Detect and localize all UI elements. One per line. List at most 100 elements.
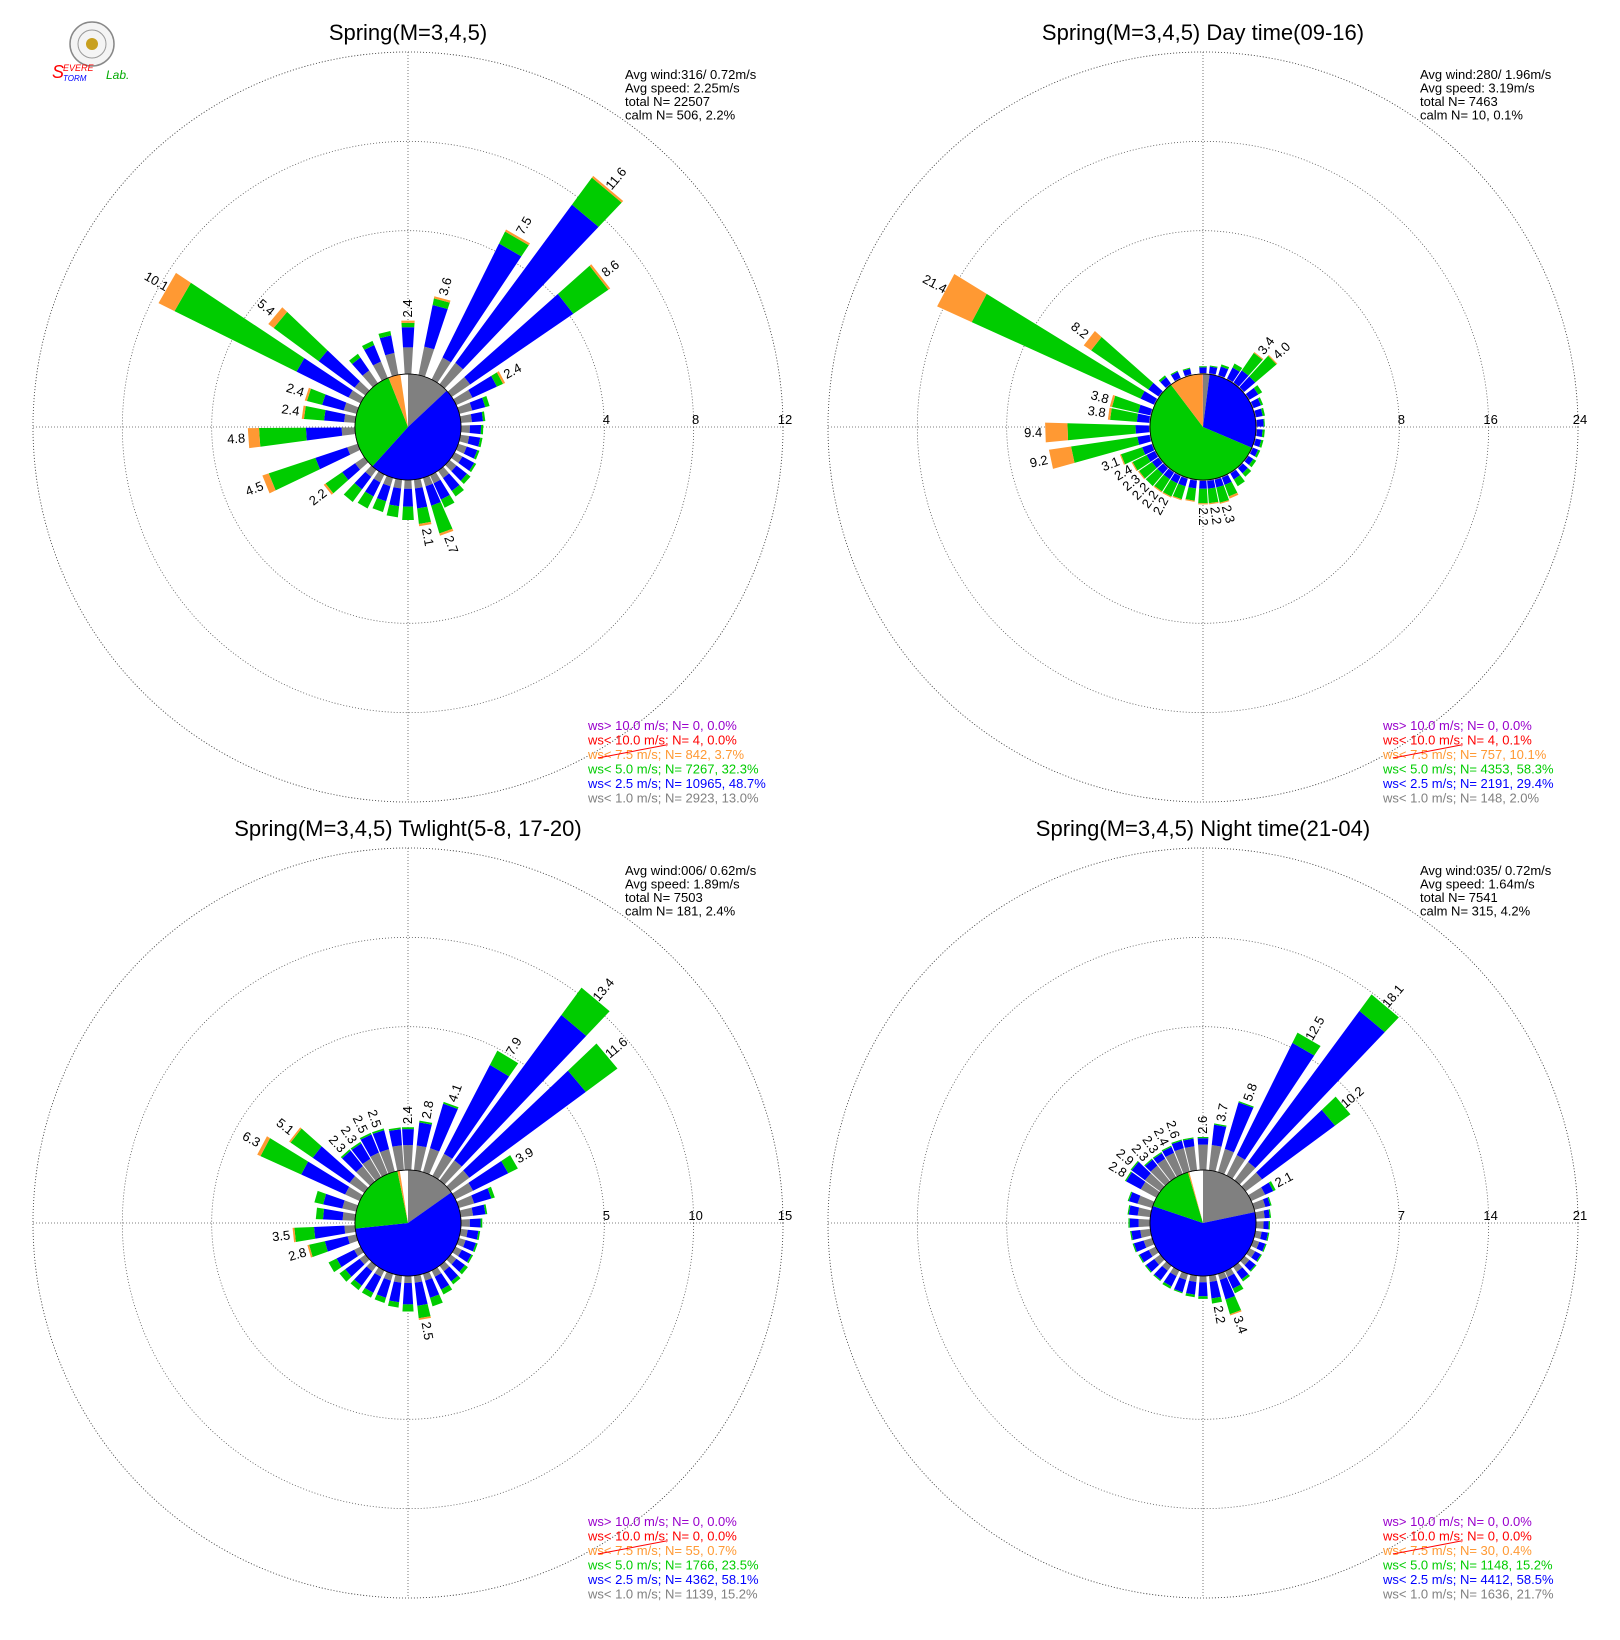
spoke-blue-segment xyxy=(1170,473,1181,484)
spoke-green-segment xyxy=(480,424,484,435)
ring-label: 5 xyxy=(603,1208,610,1223)
spoke-gray-segment xyxy=(403,1145,413,1171)
spoke-green-segment xyxy=(501,1155,518,1174)
spoke-green-segment xyxy=(459,1265,468,1275)
spoke-blue-segment xyxy=(1254,408,1263,418)
range-ring xyxy=(32,51,784,803)
spoke-gray-segment xyxy=(459,414,472,423)
spoke-blue-segment xyxy=(1256,418,1264,427)
spoke-gray-segment xyxy=(459,434,470,444)
spoke-green-segment xyxy=(1173,1289,1183,1294)
calm-pie-outline xyxy=(354,373,462,481)
legend-entry: ws< 7.5 m/s; N= 55, 0.7% xyxy=(587,1543,737,1558)
pie-slice-lt10 xyxy=(1202,374,1203,427)
spoke-blue-segment xyxy=(351,1143,371,1165)
spoke-blue-segment xyxy=(1261,1182,1274,1195)
spoke-blue-segment xyxy=(352,357,370,376)
spoke-label: 3.7 xyxy=(1213,1102,1231,1122)
spoke-blue-segment xyxy=(414,487,428,509)
spoke-blue-segment xyxy=(455,204,599,370)
legend-entry: ws> 10.0 m/s; N= 0, 0.0% xyxy=(587,1514,737,1529)
spoke-green-segment xyxy=(273,311,328,362)
spoke-gray-segment xyxy=(456,1195,475,1209)
spoke-green-segment xyxy=(1145,468,1163,487)
spoke-green-segment xyxy=(1197,1136,1209,1139)
spoke-label: 2.2 xyxy=(306,485,329,508)
spoke-gray-segment xyxy=(1229,468,1237,474)
spoke-orange-segment xyxy=(1153,485,1163,493)
spoke-green-segment xyxy=(1268,1181,1276,1192)
spoke-green-segment xyxy=(1127,1191,1133,1202)
legend-entry: ws< 2.5 m/s; N= 2191, 29.4% xyxy=(1382,776,1554,791)
spoke-green-segment xyxy=(1144,1158,1153,1167)
spoke-green-segment xyxy=(1185,487,1197,501)
spoke-orange-segment xyxy=(1229,1310,1242,1316)
spoke-green-segment xyxy=(1162,1282,1172,1289)
spoke-gray-segment xyxy=(1189,1274,1198,1283)
spoke-orange-segment xyxy=(1162,492,1172,498)
spoke-blue-segment xyxy=(466,1229,479,1240)
spoke-label: 3.8 xyxy=(1089,387,1111,406)
windrose-panel-4: 7 14 21 Spring(M=3,4,5) Night time(21-04) Av… xyxy=(827,816,1587,1602)
spoke-blue-segment xyxy=(1233,370,1249,387)
spoke-gray-segment xyxy=(431,357,451,383)
spoke-label: 3.1 xyxy=(1099,454,1121,475)
spoke-blue-segment xyxy=(1236,1267,1249,1280)
spoke-green-segment xyxy=(469,462,477,473)
spoke-blue-segment xyxy=(1256,1109,1336,1180)
spoke-green-segment xyxy=(1067,423,1136,441)
spoke-blue-segment xyxy=(1145,1159,1158,1172)
spoke-blue-segment xyxy=(1171,1140,1184,1152)
spoke-green-segment xyxy=(1263,418,1265,427)
spoke-gray-segment xyxy=(1174,1148,1190,1174)
spoke-orange-segment xyxy=(1172,496,1182,501)
spoke-green-segment xyxy=(1132,455,1151,471)
spoke-orange-segment xyxy=(418,1316,431,1321)
spoke-green-segment xyxy=(1238,1101,1254,1108)
spoke-green-segment xyxy=(1220,364,1230,370)
pie-slice-lt5 xyxy=(1152,1172,1203,1223)
ring-label: 21 xyxy=(1573,1208,1587,1223)
ring-label: 12 xyxy=(778,412,792,427)
spoke-blue-segment xyxy=(458,456,475,471)
spoke-orange-segment xyxy=(1198,503,1208,505)
calm-pie-outline xyxy=(1149,1169,1257,1277)
calm-pie-outline xyxy=(1149,373,1257,481)
stats-line: Avg wind:006/ 0.62m/s xyxy=(625,863,757,878)
spoke-blue-segment xyxy=(342,1150,363,1173)
spoke-blue-segment xyxy=(402,1129,414,1146)
spoke-label: 2.3 xyxy=(1219,503,1238,525)
legend-entry: ws< 10.0 m/s; N= 4, 0.0% xyxy=(587,733,737,748)
spoke-blue-segment xyxy=(1197,1138,1209,1145)
spoke-blue-segment xyxy=(1211,1124,1227,1147)
spoke-blue-segment xyxy=(1238,463,1248,474)
spoke-label: 2.2 xyxy=(1196,508,1211,526)
spoke-gray-segment xyxy=(1217,1148,1234,1175)
spoke-orange-segment xyxy=(1268,354,1278,365)
spoke-blue-segment xyxy=(1138,404,1153,416)
spoke-blue-segment xyxy=(442,243,522,363)
pie-slice-lt5 xyxy=(1150,384,1252,480)
spoke-label: 3.8 xyxy=(1087,403,1107,420)
spoke-green-segment xyxy=(1185,1293,1195,1298)
spoke-blue-segment xyxy=(323,410,346,423)
spoke-label: 2.4 xyxy=(400,299,415,317)
spoke-green-segment xyxy=(1091,336,1154,390)
spoke-green-segment xyxy=(417,506,431,525)
spoke-green-segment xyxy=(350,1279,362,1291)
spoke-blue-segment xyxy=(401,327,415,348)
pie-slice-lt1 xyxy=(1203,374,1210,427)
spoke-blue-segment xyxy=(433,479,450,500)
spoke-orange-segment xyxy=(1045,422,1069,443)
pie-slice-lt1 xyxy=(408,374,447,427)
spoke-orange-segment xyxy=(1138,470,1145,480)
spoke-blue-segment xyxy=(1151,457,1163,469)
spoke-green-segment xyxy=(1241,1274,1251,1282)
spoke-label: 3.5 xyxy=(271,1227,291,1244)
spoke-green-segment xyxy=(1359,994,1399,1033)
spoke-gray-segment xyxy=(1254,1230,1262,1239)
spoke-blue-segment xyxy=(1131,1230,1142,1240)
spoke-gray-segment xyxy=(1217,1271,1227,1280)
spoke-green-segment xyxy=(473,450,480,460)
spoke-orange-segment xyxy=(1253,351,1264,360)
